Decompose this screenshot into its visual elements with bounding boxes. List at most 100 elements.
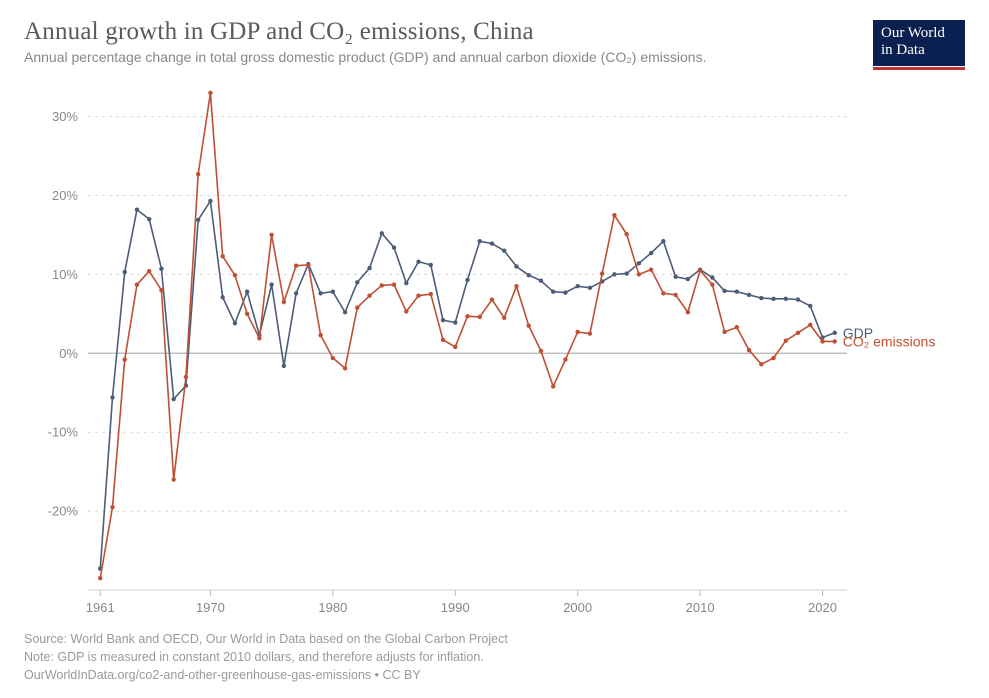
series-point bbox=[208, 91, 212, 95]
y-tick-label: 20% bbox=[52, 188, 78, 203]
chart-area: -20%-10%0%10%20%30%196119701980199020002… bbox=[24, 79, 965, 624]
series-point bbox=[404, 309, 408, 313]
series-point bbox=[294, 291, 298, 295]
footer-source: Source: World Bank and OECD, Our World i… bbox=[24, 630, 508, 648]
series-point bbox=[441, 318, 445, 322]
series-point bbox=[527, 323, 531, 327]
series-point bbox=[563, 290, 567, 294]
series-point bbox=[551, 290, 555, 294]
series-point bbox=[661, 291, 665, 295]
series-point bbox=[416, 293, 420, 297]
series-point bbox=[551, 384, 555, 388]
series-point bbox=[514, 264, 518, 268]
series-point bbox=[649, 267, 653, 271]
series-point bbox=[171, 397, 175, 401]
series-point bbox=[220, 254, 224, 258]
series-point bbox=[123, 270, 127, 274]
series-point bbox=[343, 310, 347, 314]
series-point bbox=[404, 281, 408, 285]
x-tick-label: 1961 bbox=[86, 600, 115, 615]
series-point bbox=[171, 477, 175, 481]
x-tick-label: 2000 bbox=[563, 600, 592, 615]
series-point bbox=[575, 330, 579, 334]
series-point bbox=[771, 356, 775, 360]
logo-line-1: Our World bbox=[881, 25, 957, 42]
series-point bbox=[722, 330, 726, 334]
series-label-co2-emissions: CO₂ emissions bbox=[843, 333, 936, 349]
series-point bbox=[649, 251, 653, 255]
series-point bbox=[392, 282, 396, 286]
series-point bbox=[367, 266, 371, 270]
series-point bbox=[686, 310, 690, 314]
series-point bbox=[196, 218, 200, 222]
series-point bbox=[710, 275, 714, 279]
series-point bbox=[294, 263, 298, 267]
series-point bbox=[796, 297, 800, 301]
series-point bbox=[747, 348, 751, 352]
series-point bbox=[429, 292, 433, 296]
series-point bbox=[318, 333, 322, 337]
series-point bbox=[367, 293, 371, 297]
series-point bbox=[233, 273, 237, 277]
series-point bbox=[245, 312, 249, 316]
y-tick-label: -10% bbox=[48, 425, 79, 440]
series-point bbox=[269, 233, 273, 237]
chart-header: Annual growth in GDP and CO₂ emissions, … bbox=[24, 18, 965, 65]
series-point bbox=[673, 293, 677, 297]
series-point bbox=[331, 290, 335, 294]
series-point bbox=[465, 278, 469, 282]
series-point bbox=[453, 320, 457, 324]
logo-line-2: in Data bbox=[881, 42, 957, 59]
series-point bbox=[698, 268, 702, 272]
x-tick-label: 2010 bbox=[686, 600, 715, 615]
series-point bbox=[808, 304, 812, 308]
series-point bbox=[355, 305, 359, 309]
series-point bbox=[343, 366, 347, 370]
y-tick-label: 10% bbox=[52, 267, 78, 282]
series-point bbox=[771, 297, 775, 301]
x-tick-label: 2020 bbox=[808, 600, 837, 615]
series-point bbox=[514, 284, 518, 288]
series-point bbox=[686, 277, 690, 281]
series-point bbox=[673, 275, 677, 279]
series-point bbox=[282, 364, 286, 368]
series-point bbox=[380, 283, 384, 287]
series-point bbox=[833, 331, 837, 335]
owid-logo: Our World in Data bbox=[873, 20, 965, 66]
y-tick-label: 30% bbox=[52, 109, 78, 124]
x-tick-label: 1990 bbox=[441, 600, 470, 615]
series-point bbox=[820, 339, 824, 343]
series-point bbox=[502, 316, 506, 320]
series-point bbox=[612, 213, 616, 217]
series-point bbox=[135, 282, 139, 286]
series-point bbox=[661, 239, 665, 243]
series-point bbox=[796, 331, 800, 335]
series-point bbox=[527, 273, 531, 277]
series-point bbox=[135, 207, 139, 211]
y-tick-label: 0% bbox=[59, 346, 78, 361]
series-point bbox=[784, 338, 788, 342]
series-point bbox=[380, 231, 384, 235]
series-line-gdp bbox=[100, 201, 835, 569]
series-point bbox=[735, 325, 739, 329]
series-point bbox=[282, 300, 286, 304]
series-point bbox=[539, 349, 543, 353]
series-point bbox=[159, 267, 163, 271]
series-point bbox=[735, 290, 739, 294]
series-point bbox=[257, 336, 261, 340]
series-point bbox=[318, 291, 322, 295]
chart-title: Annual growth in GDP and CO₂ emissions, … bbox=[24, 18, 965, 46]
series-point bbox=[355, 280, 359, 284]
series-point bbox=[722, 289, 726, 293]
series-point bbox=[453, 345, 457, 349]
series-point bbox=[110, 395, 114, 399]
series-point bbox=[710, 282, 714, 286]
series-line-co2-emissions bbox=[100, 93, 835, 578]
series-point bbox=[833, 339, 837, 343]
series-point bbox=[98, 576, 102, 580]
series-point bbox=[159, 288, 163, 292]
series-point bbox=[465, 314, 469, 318]
series-point bbox=[147, 269, 151, 273]
series-point bbox=[490, 241, 494, 245]
series-point bbox=[220, 295, 224, 299]
